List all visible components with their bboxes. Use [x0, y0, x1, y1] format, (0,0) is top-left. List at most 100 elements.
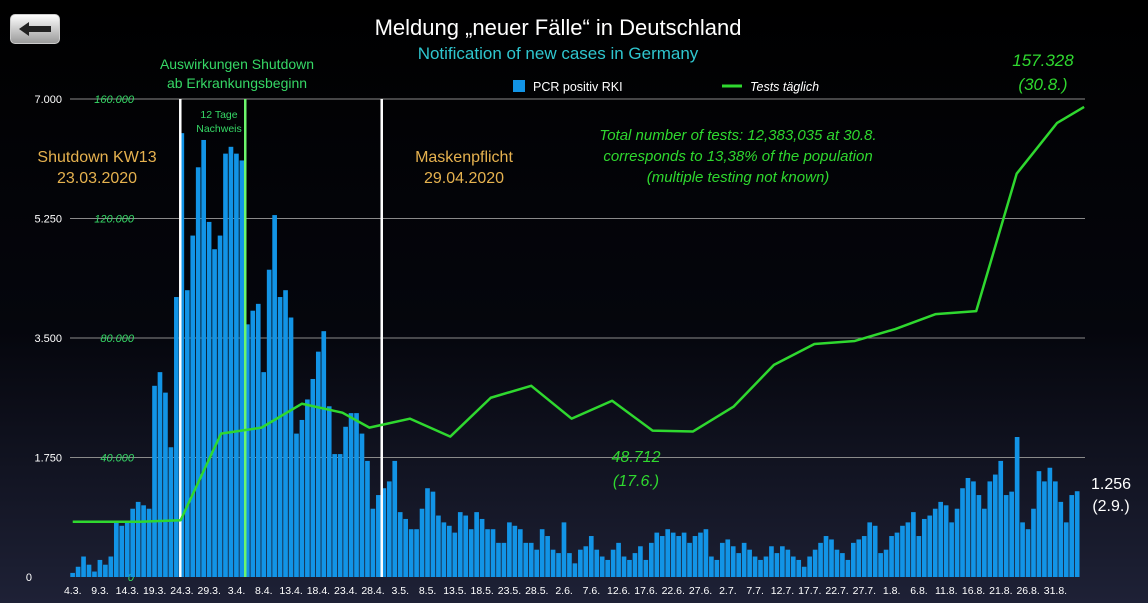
bar	[86, 564, 92, 577]
bar	[184, 290, 190, 577]
detection-annotation: Nachweis	[196, 123, 242, 135]
back-button[interactable]	[10, 14, 60, 44]
bar	[851, 542, 856, 577]
bar	[403, 518, 408, 577]
bar	[217, 235, 223, 578]
bar	[523, 542, 529, 577]
bar	[976, 495, 982, 577]
bar	[812, 549, 818, 577]
chart-subtitle: Notification of new cases in Germany	[418, 44, 699, 63]
masks-annotation: 29.04.2020	[424, 170, 504, 187]
bar	[430, 491, 436, 577]
x-tick-label: 7.7.	[746, 585, 764, 597]
bar	[676, 536, 681, 577]
x-tick-label: 23.4.	[334, 585, 357, 597]
bar	[255, 303, 261, 577]
bar	[245, 324, 250, 577]
left-tick-label: 5.250	[34, 214, 62, 226]
bar	[736, 553, 742, 577]
bar	[539, 529, 545, 577]
bar	[856, 539, 862, 577]
bar	[507, 522, 512, 577]
min-tests-annotation: (17.6.)	[613, 473, 659, 490]
bar	[485, 529, 490, 577]
bar	[894, 532, 900, 577]
bar	[654, 532, 660, 577]
bar	[861, 536, 867, 577]
x-tick-label: 24.3.	[170, 585, 193, 597]
bar	[567, 553, 572, 577]
bar	[905, 522, 911, 577]
bar	[616, 542, 621, 577]
bar	[632, 553, 638, 577]
x-tick-label: 18.4.	[307, 585, 330, 597]
x-tick-label: 28.5.	[525, 585, 548, 597]
bar	[359, 433, 365, 577]
bar	[70, 572, 75, 577]
bar	[556, 553, 561, 577]
bar	[752, 556, 758, 577]
bar	[239, 160, 245, 577]
bar	[376, 495, 381, 577]
x-tick-label: 2.6.	[555, 585, 573, 597]
bar	[665, 529, 671, 577]
bar	[949, 522, 954, 577]
min-tests-annotation: 48.712	[612, 449, 661, 466]
bar	[135, 501, 141, 577]
bar	[911, 512, 916, 577]
x-tick-label: 6.8.	[910, 585, 928, 597]
bar	[1074, 491, 1080, 577]
x-tick-label: 22.6.	[662, 585, 685, 597]
left-tick-label: 1.750	[34, 453, 62, 465]
bar	[867, 522, 873, 577]
bar	[643, 559, 649, 577]
x-tick-label: 29.3.	[198, 585, 221, 597]
bar	[578, 549, 583, 577]
x-tick-label: 28.4.	[361, 585, 384, 597]
bar	[872, 525, 878, 577]
bar	[436, 515, 441, 577]
bar	[174, 297, 179, 577]
bar	[659, 536, 665, 577]
bar	[714, 559, 720, 577]
x-tick-label: 7.6.	[583, 585, 601, 597]
bar	[790, 556, 796, 577]
bar	[496, 542, 501, 577]
bar	[599, 556, 605, 577]
bar	[758, 559, 763, 577]
total-tests-annotation: corresponds to 13,38% of the population	[603, 148, 872, 165]
detection-annotation: 12 Tage	[200, 109, 237, 121]
bar	[277, 297, 283, 577]
bar	[916, 536, 922, 577]
bar	[992, 474, 998, 577]
bar	[1053, 481, 1058, 577]
bar	[1014, 437, 1020, 577]
x-tick-label: 26.8.	[1016, 585, 1039, 597]
bar	[501, 542, 507, 577]
bar	[512, 525, 518, 577]
bar	[1003, 495, 1009, 577]
bar	[730, 546, 736, 577]
bar	[113, 522, 119, 577]
bar	[572, 563, 578, 577]
bar	[829, 539, 834, 577]
right-tick-label: 40.000	[100, 453, 135, 465]
bar	[103, 564, 108, 577]
bar	[397, 512, 403, 577]
bar	[807, 556, 812, 577]
bar	[332, 454, 338, 577]
x-tick-label: 31.8.	[1044, 585, 1067, 597]
bar	[610, 549, 616, 577]
bar	[987, 481, 993, 577]
left-arrow-icon	[19, 22, 51, 36]
bar	[588, 536, 594, 577]
x-tick-label: 12.7.	[771, 585, 794, 597]
bar	[452, 532, 458, 577]
bar	[75, 566, 81, 577]
x-tick-label: 17.6.	[634, 585, 657, 597]
shutdown-effect-annotation: Auswirkungen Shutdown	[160, 56, 314, 72]
bar	[490, 529, 496, 577]
bar	[1036, 471, 1042, 577]
bar	[883, 549, 889, 577]
